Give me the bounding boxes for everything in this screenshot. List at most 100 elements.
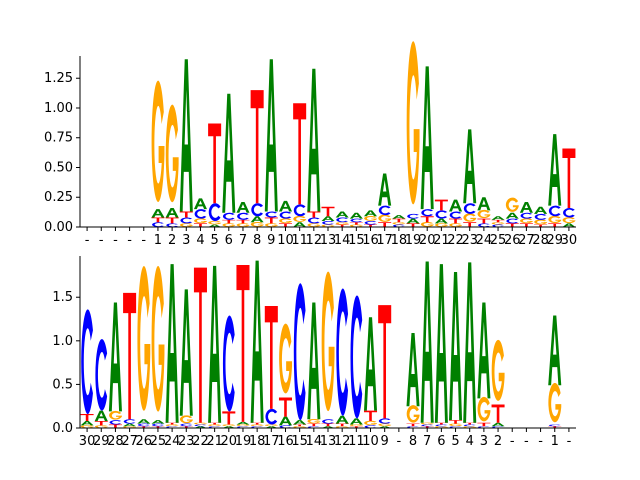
x-tick-label: 3 bbox=[480, 434, 488, 449]
letter-t bbox=[264, 217, 278, 224]
letter-c bbox=[392, 224, 405, 227]
logo-column bbox=[406, 332, 420, 428]
letter-c bbox=[548, 424, 561, 427]
letter-a bbox=[335, 211, 349, 218]
letter-g bbox=[435, 426, 448, 428]
logo-column bbox=[222, 93, 236, 227]
y-tick-label: 0.75 bbox=[44, 131, 73, 146]
letter-c bbox=[506, 218, 519, 224]
logo-column bbox=[278, 200, 293, 227]
letter-g bbox=[491, 339, 505, 401]
letter-g bbox=[165, 424, 179, 427]
x-tick-label: 12 bbox=[334, 434, 351, 449]
letter-c bbox=[194, 209, 207, 219]
letter-c bbox=[322, 419, 334, 424]
letter-t bbox=[179, 211, 193, 218]
letter-t bbox=[208, 123, 222, 204]
logo-column bbox=[505, 197, 519, 227]
letter-a bbox=[151, 209, 165, 218]
letter-c bbox=[378, 418, 391, 424]
letter-t bbox=[236, 264, 250, 422]
x-tick-label: 19 bbox=[235, 434, 252, 449]
letter-g bbox=[179, 415, 193, 424]
letter-g bbox=[264, 223, 278, 227]
letter-c bbox=[520, 212, 533, 219]
letter-c bbox=[435, 210, 448, 219]
letter-t bbox=[363, 224, 378, 227]
letter-a bbox=[562, 223, 576, 227]
letter-t bbox=[137, 426, 151, 428]
x-tick-label: 6 bbox=[437, 434, 445, 449]
letter-c bbox=[534, 213, 547, 220]
letter-g bbox=[491, 222, 505, 225]
logo-column bbox=[548, 134, 562, 227]
letter-t bbox=[250, 90, 264, 204]
letter-a bbox=[363, 317, 378, 411]
logo-column bbox=[137, 266, 151, 428]
x-tick-label: 29 bbox=[93, 434, 110, 449]
letter-g bbox=[449, 223, 463, 227]
logo-column bbox=[165, 264, 179, 428]
logo-column bbox=[534, 206, 548, 227]
logo-panel-bottom: 0.00.51.01.53029282726252423222120191817… bbox=[52, 256, 576, 449]
logo-column bbox=[179, 59, 193, 227]
letter-t bbox=[349, 426, 363, 428]
x-tick-label: 30 bbox=[561, 233, 578, 248]
letter-t bbox=[534, 224, 548, 227]
letter-g bbox=[208, 220, 222, 225]
x-tick-label: 2 bbox=[168, 233, 176, 248]
x-tick-label: 16 bbox=[362, 233, 379, 248]
logo-column bbox=[236, 264, 250, 428]
letter-t bbox=[406, 423, 420, 427]
letter-a bbox=[505, 212, 519, 219]
logo-column bbox=[123, 292, 137, 428]
letter-c bbox=[350, 295, 363, 419]
logo-column bbox=[278, 323, 293, 428]
letter-t bbox=[406, 223, 420, 227]
logo-column bbox=[477, 197, 491, 227]
logo-column bbox=[193, 267, 207, 428]
x-tick-label: 28 bbox=[532, 233, 549, 248]
x-tick-label: 26 bbox=[135, 434, 152, 449]
x-tick-label: 5 bbox=[210, 233, 218, 248]
letter-a bbox=[264, 59, 278, 212]
letter-t bbox=[463, 422, 477, 425]
x-tick-label: 16 bbox=[277, 434, 294, 449]
letter-t bbox=[335, 423, 349, 427]
x-tick-label: 8 bbox=[409, 434, 417, 449]
letter-c bbox=[95, 339, 108, 411]
x-tick-label: 21 bbox=[206, 434, 223, 449]
logo-panel-top: 0.000.250.500.751.001.25- - - - -1 2 3 4 5 6 7 8 9 10… bbox=[44, 41, 577, 248]
logo-column bbox=[293, 283, 307, 428]
logo-column bbox=[491, 216, 505, 227]
x-tick-label: - bbox=[85, 233, 90, 248]
x-tick-label: 25 bbox=[150, 434, 167, 449]
letter-g bbox=[364, 216, 378, 221]
letter-c bbox=[293, 283, 306, 421]
logo-column bbox=[208, 123, 222, 227]
letter-t bbox=[165, 217, 179, 224]
x-tick-label: 29 bbox=[546, 233, 563, 248]
letter-g bbox=[420, 221, 434, 227]
x-tick-label: 9 bbox=[381, 434, 389, 449]
letter-a bbox=[151, 420, 165, 424]
letter-g bbox=[477, 209, 491, 219]
letter-t bbox=[562, 148, 576, 208]
letter-c bbox=[123, 419, 136, 424]
letter-g bbox=[321, 224, 335, 227]
y-tick-label: 0.00 bbox=[44, 220, 73, 235]
letter-t bbox=[548, 426, 562, 428]
letter-g bbox=[548, 382, 562, 423]
letter-g bbox=[109, 410, 122, 420]
letter-t bbox=[392, 218, 406, 223]
letter-t bbox=[165, 422, 179, 425]
letter-c bbox=[563, 207, 575, 218]
letter-a bbox=[477, 302, 491, 399]
x-tick-label: 6 bbox=[225, 233, 233, 248]
letter-t bbox=[420, 426, 434, 428]
letter-t bbox=[335, 224, 349, 227]
letter-t bbox=[477, 218, 491, 224]
letter-t bbox=[307, 423, 321, 427]
logo-column bbox=[477, 302, 491, 428]
letter-c bbox=[180, 423, 193, 427]
